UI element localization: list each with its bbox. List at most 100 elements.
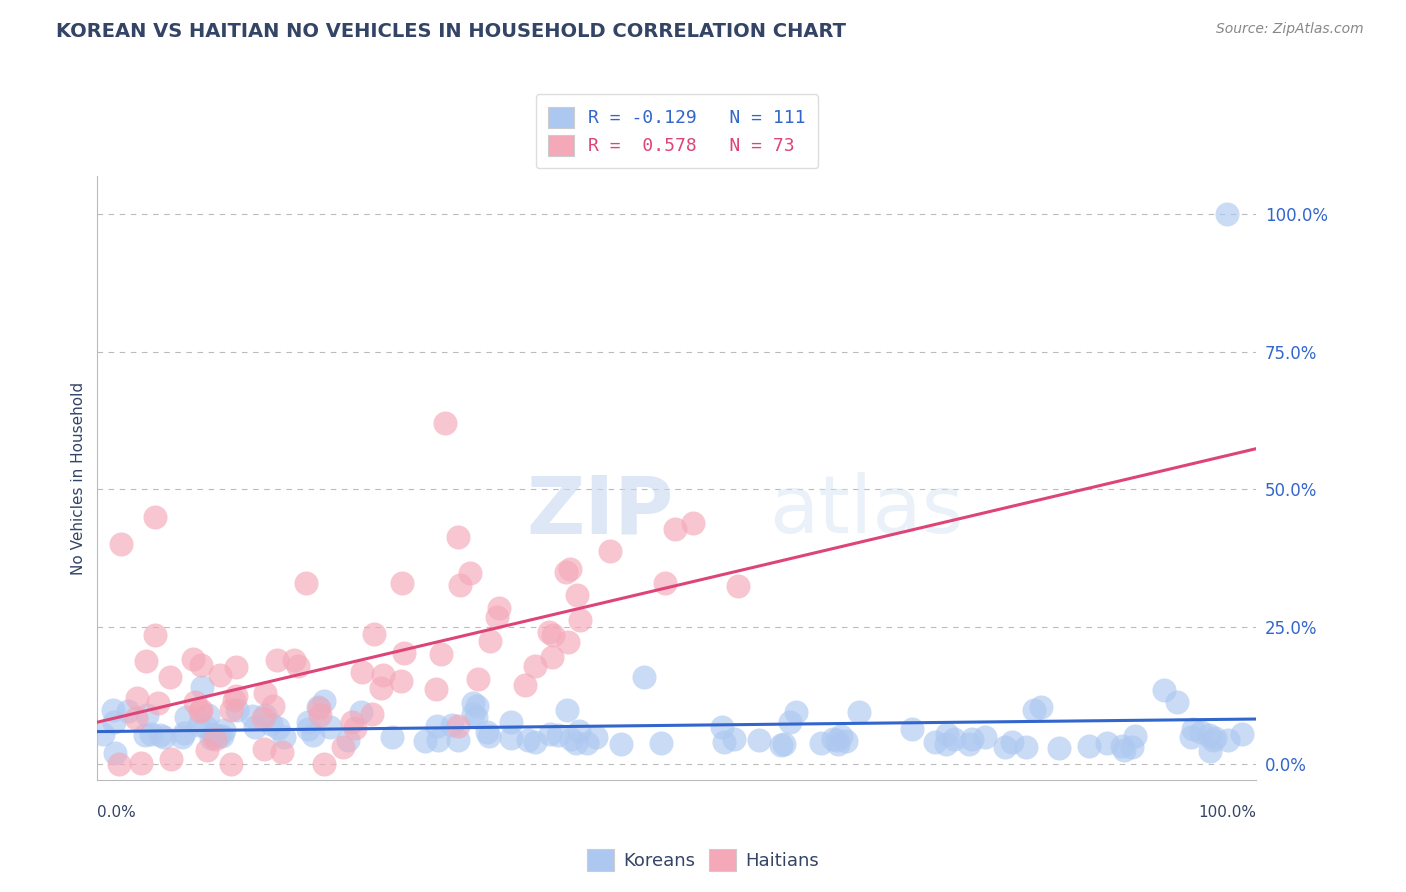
Point [287, 659, 309, 673]
Point [569, 613, 592, 627]
Point [554, 565, 576, 579]
Point [254, 686, 277, 700]
Point [204, 732, 226, 747]
Point [134, 728, 156, 742]
Point [202, 728, 225, 742]
Point [974, 730, 997, 744]
Point [475, 724, 498, 739]
Point [143, 627, 166, 641]
Point [537, 625, 560, 640]
Point [222, 692, 245, 706]
Point [650, 736, 672, 750]
Point [117, 704, 139, 718]
Point [942, 732, 965, 747]
Point [830, 730, 852, 744]
Point [1077, 739, 1099, 753]
Point [467, 672, 489, 686]
Point [425, 682, 447, 697]
Point [555, 703, 578, 717]
Point [389, 674, 412, 689]
Point [242, 709, 264, 723]
Point [773, 737, 796, 751]
Point [225, 660, 247, 674]
Point [429, 647, 451, 661]
Point [524, 734, 547, 748]
Point [208, 729, 231, 743]
Point [209, 668, 232, 682]
Point [557, 635, 579, 649]
Point [202, 727, 225, 741]
Point [188, 718, 211, 732]
Point [960, 731, 983, 746]
Point [447, 719, 470, 733]
Point [295, 575, 318, 590]
Point [488, 601, 510, 615]
Point [1022, 702, 1045, 716]
Text: 100.0%: 100.0% [1198, 805, 1257, 820]
Point [1166, 695, 1188, 709]
Point [434, 416, 457, 430]
Point [558, 561, 581, 575]
Point [1047, 740, 1070, 755]
Point [1198, 728, 1220, 742]
Point [336, 732, 359, 747]
Point [110, 537, 132, 551]
Point [501, 731, 523, 745]
Point [135, 708, 157, 723]
Point [332, 740, 354, 755]
Point [1121, 740, 1143, 755]
Point [108, 756, 131, 771]
Point [190, 703, 212, 717]
Point [308, 701, 330, 715]
Point [314, 756, 336, 771]
Point [194, 720, 217, 734]
Point [449, 578, 471, 592]
Point [1216, 207, 1239, 221]
Point [599, 543, 621, 558]
Point [159, 752, 181, 766]
Point [682, 516, 704, 530]
Point [225, 689, 247, 703]
Point [173, 726, 195, 740]
Point [103, 714, 125, 729]
Point [104, 746, 127, 760]
Point [654, 576, 676, 591]
Point [513, 678, 536, 692]
Text: 0.0%: 0.0% [97, 805, 136, 820]
Point [547, 728, 569, 742]
Point [779, 715, 801, 730]
Point [297, 714, 319, 729]
Point [381, 730, 404, 744]
Point [440, 718, 463, 732]
Point [1182, 722, 1205, 736]
Point [139, 727, 162, 741]
Point [1189, 725, 1212, 739]
Point [935, 737, 957, 751]
Point [994, 739, 1017, 754]
Point [309, 708, 332, 723]
Point [129, 756, 152, 770]
Point [825, 733, 848, 747]
Point [273, 730, 295, 744]
Point [727, 579, 749, 593]
Point [188, 705, 211, 719]
Point [835, 733, 858, 747]
Point [770, 738, 793, 752]
Point [181, 652, 204, 666]
Point [219, 756, 242, 771]
Point [297, 722, 319, 736]
Point [135, 654, 157, 668]
Point [91, 727, 114, 741]
Point [821, 731, 844, 746]
Point [312, 693, 335, 707]
Point [1199, 744, 1222, 758]
Point [565, 588, 588, 602]
Point [101, 703, 124, 717]
Point [523, 659, 546, 673]
Point [219, 703, 242, 717]
Point [125, 711, 148, 725]
Point [174, 710, 197, 724]
Point [427, 733, 450, 747]
Point [392, 646, 415, 660]
Point [560, 731, 582, 746]
